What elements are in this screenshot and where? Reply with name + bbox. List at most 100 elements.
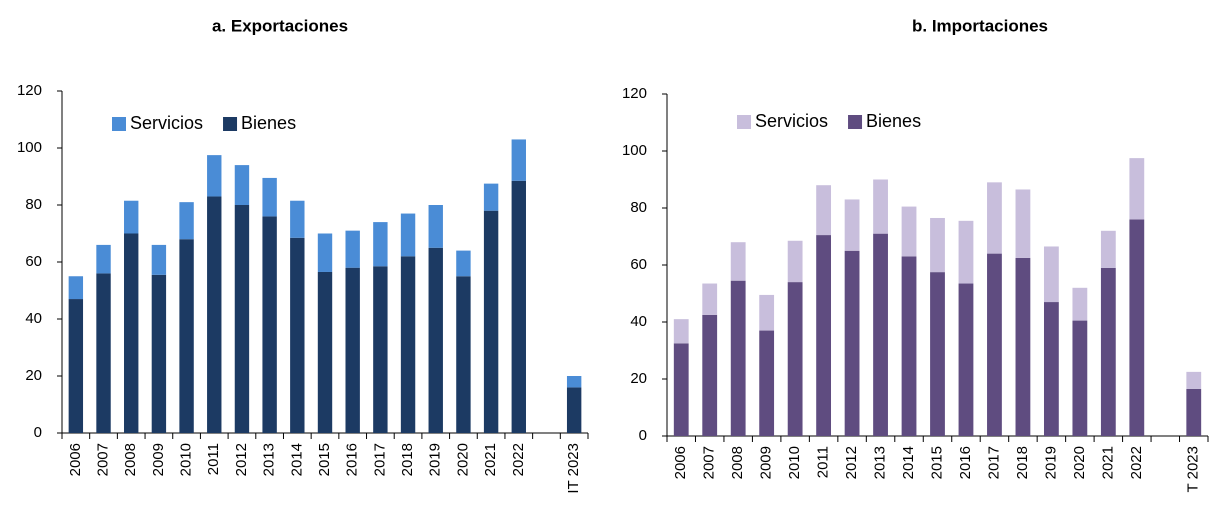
y-tick-label: 40 [630, 313, 647, 330]
bar-segment [345, 267, 360, 433]
bar-segment [702, 283, 718, 315]
y-tick-label: 20 [630, 370, 647, 387]
bar-segment [759, 330, 775, 436]
bar-segment [151, 244, 167, 275]
bar-segment [511, 180, 526, 433]
bar-segment [511, 139, 526, 181]
y-tick-label: 120 [622, 85, 647, 102]
bar-segment [730, 242, 746, 281]
x-tick-label: 2011 [205, 443, 222, 475]
x-tick-label: 2016 [344, 443, 361, 476]
bar-segment [1100, 230, 1116, 268]
y-tick-label: 0 [639, 427, 647, 444]
bar-segment [456, 276, 471, 433]
bar-segment [844, 199, 860, 251]
x-tick-label: 2006 [67, 443, 84, 476]
bar-segment [234, 205, 250, 433]
y-tick-label: 20 [25, 367, 42, 384]
x-tick-label: 2022 [1128, 446, 1145, 479]
x-tick-label: 2006 [672, 446, 689, 479]
bar-segment [1129, 219, 1145, 436]
bar-segment [317, 233, 333, 272]
x-tick-label: 2019 [427, 443, 444, 476]
x-tick-label: 2017 [985, 446, 1002, 479]
bar-segment [930, 272, 945, 436]
x-tick-label: 2012 [843, 446, 860, 479]
bar-segment [317, 271, 333, 433]
x-tick-label: 2014 [900, 446, 917, 479]
bar-segment [901, 256, 917, 436]
x-tick-label: 2014 [288, 443, 305, 476]
bar-segment [456, 250, 471, 277]
bar-segment [1015, 257, 1031, 436]
x-tick-label: IT 2023 [565, 443, 582, 494]
bar-segment [290, 200, 305, 238]
y-tick-label: 60 [630, 256, 647, 273]
bar-segment [958, 283, 974, 436]
x-tick-label: 2012 [233, 443, 250, 476]
bar-segment [566, 376, 582, 388]
bar-segment [787, 240, 803, 283]
bar-segment [262, 177, 277, 217]
x-tick-label: 2008 [122, 443, 139, 476]
bar-segment [702, 314, 718, 436]
x-tick-label: 2017 [371, 443, 388, 476]
bar-segment [68, 299, 84, 433]
bar-segment [124, 200, 139, 234]
legend-swatch [112, 117, 126, 131]
bar-segment [673, 319, 689, 344]
bar-segment [179, 239, 194, 433]
x-tick-label: 2018 [399, 443, 416, 476]
x-tick-label: T 2023 [1185, 446, 1202, 492]
bar-segment [987, 182, 1002, 254]
bar-segment [234, 165, 250, 205]
bar-segment [207, 155, 222, 197]
bar-segment [730, 280, 746, 436]
bar-segment [1043, 246, 1059, 303]
bar-segment [1043, 302, 1059, 436]
chart-title: b. Importaciones [912, 16, 1048, 35]
bar-segment [844, 250, 860, 436]
x-tick-label: 2016 [957, 446, 974, 479]
chart-title: a. Exportaciones [212, 16, 348, 35]
bar-segment [1015, 189, 1031, 258]
bar-segment [759, 294, 775, 331]
bar-segment [930, 217, 945, 273]
x-tick-label: 2011 [815, 446, 832, 478]
x-tick-label: 2007 [701, 446, 718, 479]
bar-segment [1186, 371, 1202, 389]
bar-segment [901, 206, 917, 257]
y-tick-label: 100 [622, 142, 647, 159]
y-tick-label: 80 [630, 199, 647, 216]
legend-label: Servicios [755, 111, 828, 131]
x-tick-label: 2020 [454, 443, 471, 476]
x-tick-label: 2015 [928, 446, 945, 479]
legend-swatch [848, 115, 863, 129]
y-tick-label: 0 [34, 424, 42, 441]
bar-segment [1186, 388, 1202, 436]
bar-segment [816, 235, 832, 436]
bar-segment [373, 266, 388, 433]
legend-label: Bienes [241, 113, 296, 133]
bar-segment [958, 220, 974, 284]
bar-segment [124, 233, 139, 433]
bar-segment [483, 183, 499, 211]
bar-segment [673, 343, 689, 436]
bar-segment [290, 237, 305, 433]
y-tick-label: 100 [17, 139, 42, 156]
legend-swatch [737, 115, 751, 129]
bar-segment [400, 213, 416, 257]
x-tick-label: 2009 [150, 443, 167, 476]
bar-segment [873, 179, 888, 234]
x-tick-label: 2021 [1099, 446, 1116, 479]
chart: b. Importaciones 0 20 40 60 80 100 120 2006 2007 2… [622, 16, 1209, 492]
bar-segment [816, 185, 832, 236]
bar-segment [428, 205, 443, 248]
bar-segment [987, 253, 1002, 436]
legend-label: Bienes [866, 111, 921, 131]
bar-segment [1100, 267, 1116, 436]
x-tick-label: 2013 [872, 446, 889, 479]
legend-swatch [223, 117, 238, 131]
bar-segment [483, 210, 499, 433]
